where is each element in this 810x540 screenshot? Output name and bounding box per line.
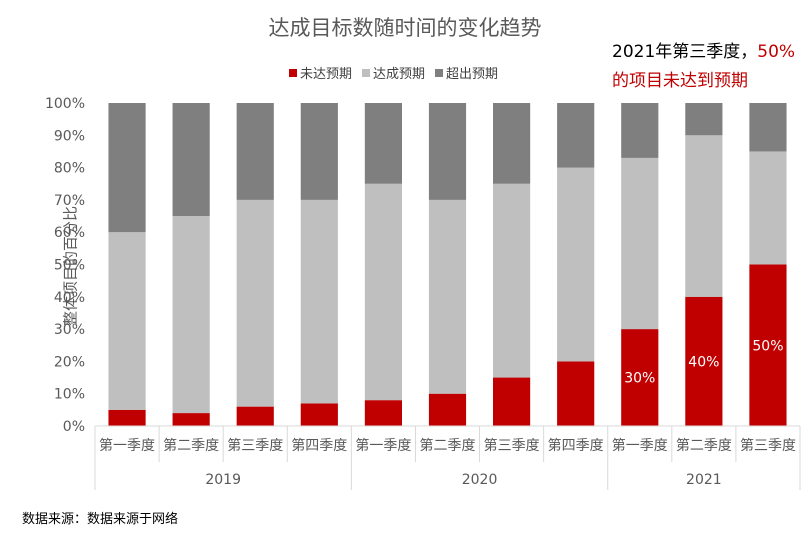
x-category-label: 第三季度 [484, 437, 540, 454]
legend-label-below: 未达预期 [300, 67, 353, 82]
annotation-highlight: 50% [757, 42, 796, 62]
bar-segment-below [428, 393, 467, 426]
legend-swatch-exceeded [435, 68, 444, 77]
bar-segment-met [621, 157, 659, 330]
x-category-label: 第四季度 [291, 437, 347, 454]
annotation-prefix: 2021年第三季度， [612, 42, 758, 62]
x-category-label: 第一季度 [612, 437, 668, 454]
bar-segment-met [236, 199, 274, 407]
legend-label-met: 达成预期 [373, 67, 426, 82]
bar-segment-below [108, 409, 146, 426]
x-group-label: 2019 [205, 472, 241, 488]
data-label: 30% [624, 371, 655, 387]
y-tick-label: 10% [54, 387, 85, 403]
legend-item-met: 达成预期 [362, 63, 425, 82]
y-tick-label: 20% [54, 354, 85, 370]
x-category-label: 第三季度 [740, 437, 796, 454]
x-category-label: 第一季度 [99, 437, 155, 454]
annotation-line-1: 2021年第三季度，50% [612, 38, 795, 67]
bar-segment-exceeded [108, 103, 146, 233]
bar-segment-exceeded [172, 103, 210, 217]
bar-segment-met [172, 216, 210, 414]
chart-title: 达成目标数随时间的变化趋势 [268, 16, 542, 40]
bar-segment-below [685, 296, 723, 426]
x-category-label: 第二季度 [676, 437, 732, 454]
bar-segment-exceeded [493, 103, 531, 184]
y-tick-label: 50% [54, 258, 85, 274]
y-tick-label: 0% [63, 419, 85, 435]
bar-segment-met [685, 135, 723, 297]
legend-swatch-met [362, 68, 371, 77]
legend-label-exceeded: 超出预期 [446, 67, 499, 82]
x-group-label: 2020 [462, 472, 498, 488]
bar-segment-exceeded [364, 103, 402, 184]
x-category-label: 第二季度 [163, 437, 219, 454]
bar-segment-exceeded [621, 103, 659, 158]
bar-segment-exceeded [685, 103, 723, 136]
bar-segment-exceeded [557, 103, 595, 168]
bar-segment-met [749, 151, 787, 265]
bar-segment-below [172, 413, 210, 426]
bar-segment-exceeded [300, 103, 338, 200]
bar-segment-exceeded [428, 103, 467, 200]
source-note: 数据来源：数据来源于网络 [22, 512, 179, 527]
bar-segment-below [557, 361, 595, 426]
x-group-label: 2021 [686, 472, 722, 488]
bar-segment-met [108, 232, 146, 410]
bar-segment-below [300, 403, 338, 426]
bar-segment-met [557, 167, 595, 362]
x-category-label: 第四季度 [548, 437, 604, 454]
y-tick-label: 70% [54, 193, 85, 209]
bar-segment-exceeded [236, 103, 274, 200]
bar-segment-below [749, 264, 787, 426]
y-tick-label: 80% [54, 161, 85, 177]
data-label: 50% [752, 338, 783, 354]
x-category-label: 第二季度 [420, 437, 476, 454]
bar-segment-met [428, 199, 467, 394]
y-tick-label: 30% [54, 322, 85, 338]
x-category-label: 第一季度 [355, 437, 411, 454]
highlight-annotation: 2021年第三季度，50% 的项目未达到预期 [612, 38, 795, 96]
chart-legend: 未达预期 达成预期 超出预期 [289, 63, 498, 82]
bar-segment-met [364, 183, 402, 401]
legend-item-below: 未达预期 [289, 63, 352, 82]
y-tick-label: 40% [54, 290, 85, 306]
bar-segment-below [364, 400, 402, 426]
y-tick-label: 90% [54, 128, 85, 144]
y-tick-label: 100% [45, 96, 85, 112]
data-label: 40% [688, 354, 719, 370]
bar-segment-below [621, 329, 659, 426]
y-tick-label: 60% [54, 225, 85, 241]
legend-swatch-below [289, 68, 297, 77]
legend-item-exceeded: 超出预期 [435, 63, 498, 82]
bar-segment-exceeded [749, 103, 787, 152]
bar-segment-met [493, 183, 531, 378]
bar-segment-met [300, 199, 338, 404]
bar-segment-below [493, 377, 531, 426]
bar-segment-below [236, 406, 274, 426]
x-category-label: 第三季度 [227, 437, 283, 454]
annotation-line-2: 的项目未达到预期 [612, 71, 748, 91]
